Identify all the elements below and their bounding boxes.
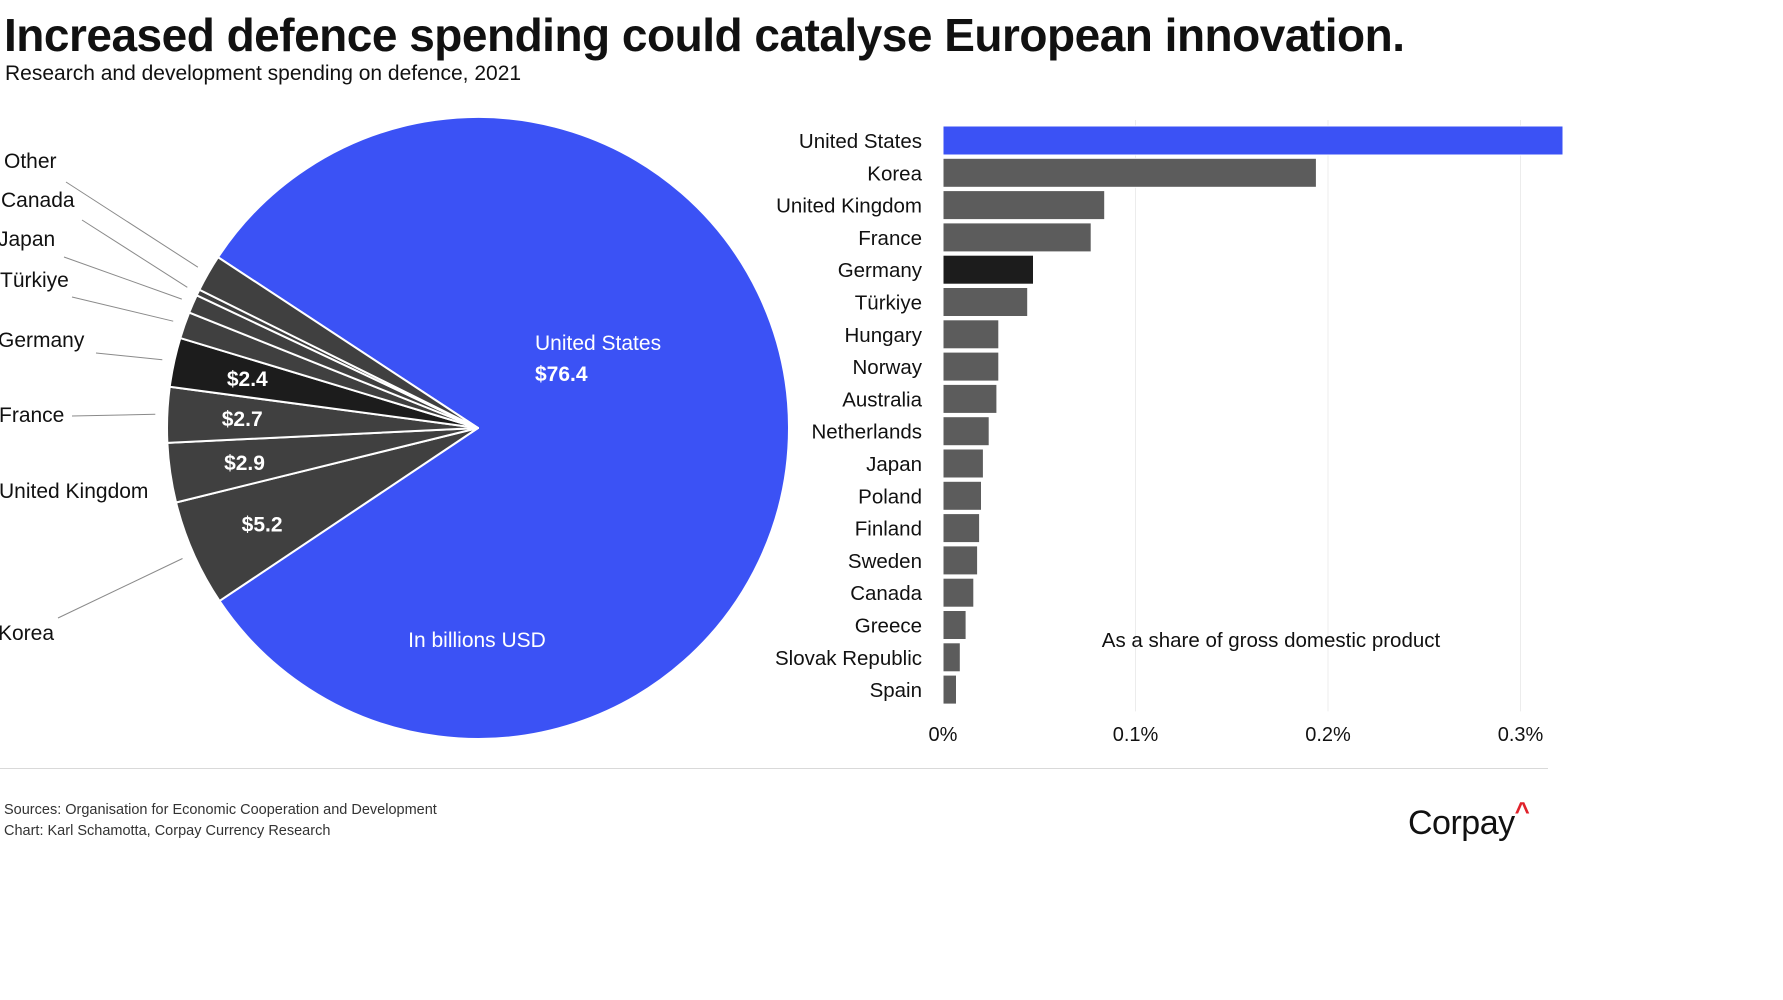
bar-category-label: Finland bbox=[855, 518, 922, 541]
x-tick-label: 0.3% bbox=[1498, 724, 1544, 746]
bar-category-label: Poland bbox=[858, 485, 922, 508]
bar-category-label: United Kingdom bbox=[776, 195, 922, 218]
leader-line-other bbox=[65, 181, 199, 268]
bar bbox=[942, 287, 1029, 317]
bar-category-label: Sweden bbox=[848, 550, 922, 573]
bar bbox=[942, 545, 979, 576]
bar bbox=[942, 190, 1106, 221]
bar-category-label: Japan bbox=[866, 453, 922, 476]
bar bbox=[942, 416, 990, 447]
bar bbox=[942, 254, 1034, 285]
bar-annotation: As a share of gross domestic product bbox=[1102, 629, 1441, 652]
bar-category-label: Australia bbox=[842, 388, 922, 411]
brand-caret-icon: ^ bbox=[1514, 796, 1530, 826]
leader-line-japan bbox=[63, 256, 182, 300]
brand-name: Corpay bbox=[1408, 804, 1515, 842]
bar-category-label: Netherlands bbox=[811, 421, 922, 444]
pie-slice-united-states bbox=[217, 115, 790, 740]
leader-line-korea bbox=[57, 558, 183, 619]
bar-category-label: Canada bbox=[850, 582, 922, 605]
pie-ext-label-united-kingdom: United Kingdom bbox=[0, 480, 148, 503]
bar-category-label: Hungary bbox=[845, 324, 923, 347]
brand-logo: Corpay^ bbox=[1408, 796, 1530, 843]
bar bbox=[942, 157, 1317, 188]
leader-line-germany bbox=[95, 352, 163, 361]
bar bbox=[942, 383, 998, 414]
bar-category-label: Germany bbox=[838, 259, 923, 282]
pie-ext-label-japan: Japan bbox=[0, 228, 55, 251]
bar-category-label: Slovak Republic bbox=[775, 647, 922, 670]
pie-value-germany: $2.4 bbox=[227, 368, 268, 391]
sources-text: Sources: Organisation for Economic Coope… bbox=[4, 802, 437, 818]
bar-category-label: Greece bbox=[855, 615, 922, 638]
pie-slice-other bbox=[198, 256, 479, 429]
bar bbox=[942, 642, 961, 673]
bar-category-label: Spain bbox=[870, 679, 922, 702]
bar-category-label: France bbox=[858, 227, 922, 250]
bar bbox=[942, 448, 984, 479]
bar bbox=[942, 577, 975, 608]
bar bbox=[942, 610, 967, 640]
leader-line-canada bbox=[81, 219, 188, 288]
bar bbox=[942, 351, 1000, 382]
bar bbox=[942, 125, 1564, 156]
bar-category-label: Norway bbox=[853, 356, 923, 379]
footer-divider bbox=[0, 768, 1548, 769]
credit-text: Chart: Karl Schamotta, Corpay Currency R… bbox=[4, 823, 331, 839]
bar bbox=[942, 319, 1000, 350]
pie-ext-label-canada: Canada bbox=[1, 189, 75, 212]
x-tick-label: 0.2% bbox=[1305, 724, 1351, 746]
x-tick-label: 0.1% bbox=[1113, 724, 1159, 746]
pie-chart: United States $76.4 $5.2 $2.9 $2.7 $2.4 In bil… bbox=[0, 115, 790, 740]
bar-category-label: Türkiye bbox=[855, 292, 922, 315]
pie-ext-label-t-rkiye: Türkiye bbox=[0, 269, 69, 292]
pie-label-united-states: United States bbox=[535, 332, 661, 355]
bar bbox=[942, 222, 1092, 253]
pie-ext-label-other: Other bbox=[4, 150, 57, 173]
chart-subtitle: Research and development spending on def… bbox=[5, 62, 522, 85]
pie-value-united-kingdom: $2.9 bbox=[224, 452, 265, 475]
pie-unit-note: In billions USD bbox=[408, 629, 546, 652]
bar bbox=[942, 480, 982, 511]
bar-category-label: United States bbox=[799, 130, 922, 153]
pie-value-united-states: $76.4 bbox=[535, 363, 588, 386]
footer-sources: Sources: Organisation for Economic Coope… bbox=[4, 800, 437, 842]
pie-ext-label-france: France bbox=[0, 404, 64, 427]
leader-line-t-rkiye bbox=[71, 296, 174, 322]
pie-ext-label-germany: Germany bbox=[0, 329, 85, 352]
pie-ext-label-korea: Korea bbox=[0, 622, 54, 645]
bar-chart: 0% 0.1% 0.2% 0.3% United States Korea United K… bbox=[775, 120, 1564, 746]
chart-title: Increased defence spending could catalys… bbox=[4, 9, 1405, 61]
bar-category-label: Korea bbox=[867, 162, 922, 185]
x-tick-label: 0% bbox=[929, 724, 958, 746]
bar bbox=[942, 674, 957, 705]
pie-value-korea: $5.2 bbox=[242, 513, 283, 536]
pie-value-france: $2.7 bbox=[222, 408, 263, 431]
leader-line-france bbox=[71, 413, 156, 417]
bar bbox=[942, 513, 981, 544]
